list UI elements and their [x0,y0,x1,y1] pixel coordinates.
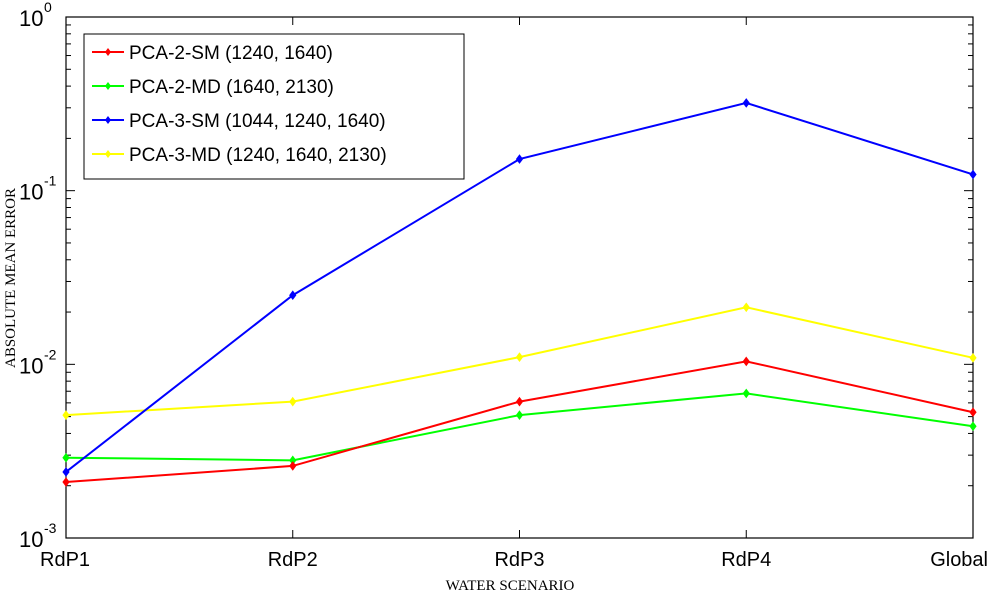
x-axis-label: WATER SCENARIO [446,578,575,594]
x-tick-label: RdP2 [268,549,318,571]
y-tick-label: 10 [19,6,43,31]
legend-label: PCA-3-MD (1240, 1640, 2130) [129,145,387,166]
legend-label: PCA-3-SM (1044, 1240, 1640) [129,111,386,132]
y-axis-label: ABSOLUTE MEAN ERROR [3,188,19,368]
x-tick-label: RdP4 [721,549,771,571]
data-point [62,477,70,487]
x-tick-label: RdP3 [494,549,544,571]
y-tick-label: 10 [19,527,43,552]
data-point [742,98,750,108]
y-tick-exponent: -1 [44,173,57,189]
legend-marker [105,82,111,90]
y-tick-exponent: -2 [44,346,57,362]
y-tick-label: 10 [19,180,43,205]
y-tick-exponent: 0 [44,0,52,15]
data-point [62,410,70,420]
x-tick-label: Global [930,549,988,571]
legend-label: PCA-2-MD (1640, 2130) [129,77,334,98]
data-point [969,353,977,363]
data-point [289,396,297,407]
data-point [742,302,750,313]
y-tick-label: 10 [19,353,43,378]
legend-marker [105,150,111,158]
legend-marker [105,48,111,56]
legend-box [83,33,465,180]
data-point [515,410,524,420]
data-point [515,352,524,362]
data-point [969,169,977,180]
data-point [289,461,297,471]
legend-label: PCA-2-SM (1240, 1640) [129,43,333,64]
data-point [742,388,750,399]
series-lines [62,98,977,487]
data-point [515,396,524,407]
data-point [515,154,524,164]
data-point [62,467,70,477]
data-point [742,356,750,367]
data-point [289,290,297,301]
data-point [62,452,70,463]
x-tick-label: RdP1 [40,549,90,571]
legend-marker [105,116,111,124]
y-tick-exponent: -3 [44,520,57,536]
data-point [969,421,977,432]
legend: PCA-2-SM (1240, 1640) PCA-2-MD (1640, 213… [83,33,465,180]
data-point [969,407,977,418]
